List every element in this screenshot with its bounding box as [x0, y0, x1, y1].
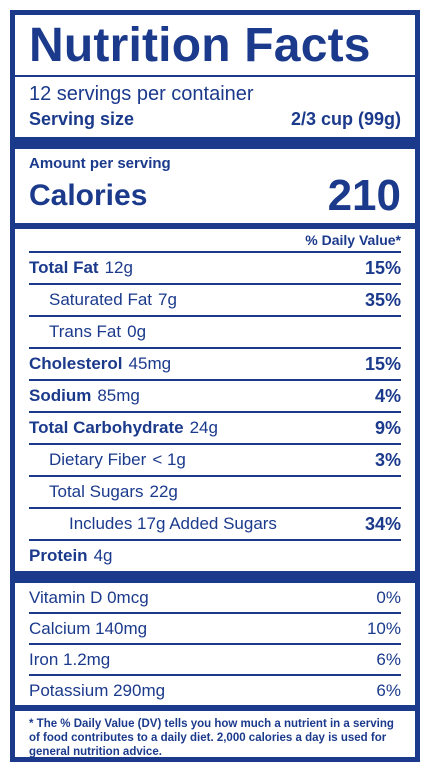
- nutrient-amount: 0g: [127, 322, 147, 341]
- label-title: Nutrition Facts: [29, 19, 371, 72]
- nutrient-row-protein: Protein 4g: [29, 539, 401, 571]
- nutrient-row-total-sugars: Total Sugars 22g: [29, 475, 401, 507]
- calories-value: 210: [327, 171, 401, 220]
- nutrient-amount: 4g: [93, 546, 113, 565]
- divider: [15, 75, 415, 77]
- daily-value-header: % Daily Value*: [305, 232, 401, 248]
- nutrient-dv: 15%: [364, 257, 401, 278]
- vitamin-row: Iron 1.2mg 6%: [29, 643, 401, 674]
- vitamin-list: Vitamin D 0mcg 0% Calcium 140mg 10% Iron…: [29, 583, 401, 705]
- nutrient-amount: < 1g: [152, 450, 186, 469]
- nutrient-dv: 9%: [374, 417, 401, 438]
- serving-size-row: Serving size 2/3 cup (99g): [29, 107, 401, 137]
- nutrient-name: Dietary Fiber: [49, 450, 147, 469]
- nutrient-name: Saturated Fat: [49, 290, 153, 309]
- nutrient-amount: 85mg: [97, 386, 140, 405]
- serving-size-label: Serving size: [29, 109, 135, 129]
- nutrient-name: Total Sugars: [49, 482, 144, 501]
- nutrition-label: Nutrition Facts 12 servings per containe…: [10, 10, 420, 762]
- nutrient-dv: 34%: [364, 513, 401, 534]
- thick-divider: [15, 571, 415, 583]
- nutrient-dv: 3%: [374, 449, 401, 470]
- vitamin-dv: 6%: [376, 649, 401, 669]
- vitamin-dv: 6%: [376, 680, 401, 700]
- nutrient-name: Sodium: [29, 386, 92, 405]
- nutrient-dv: 4%: [374, 385, 401, 406]
- calories-row: Calories 210: [29, 173, 401, 223]
- nutrient-row-cholesterol: Cholesterol 45mg 15%: [29, 347, 401, 379]
- vitamin-name: Iron 1.2mg: [29, 649, 111, 669]
- vitamin-row: Potassium 290mg 6%: [29, 674, 401, 705]
- nutrient-amount: 7g: [158, 290, 177, 309]
- nutrient-dv: 35%: [364, 289, 401, 310]
- nutrient-name: Cholesterol: [29, 354, 123, 373]
- nutrient-name: Protein: [29, 546, 88, 565]
- calories-label: Calories: [29, 179, 148, 212]
- nutrient-amount: 12g: [104, 258, 133, 277]
- nutrient-row-dietary-fiber: Dietary Fiber < 1g 3%: [29, 443, 401, 475]
- nutrient-row-total-fat: Total Fat 12g 15%: [29, 251, 401, 283]
- vitamin-name: Potassium 290mg: [29, 680, 166, 700]
- amount-per-serving: Amount per serving: [29, 155, 171, 172]
- nutrient-row-added-sugars: Includes 17g Added Sugars 34%: [29, 507, 401, 539]
- nutrient-amount: 22g: [149, 482, 178, 501]
- nutrient-dv: 15%: [364, 353, 401, 374]
- vitamin-row: Calcium 140mg 10%: [29, 612, 401, 643]
- vitamin-name: Vitamin D 0mcg: [29, 587, 149, 607]
- nutrient-name: Includes 17g Added Sugars: [69, 514, 277, 533]
- serving-size-value: 2/3 cup (99g): [290, 109, 401, 129]
- thick-divider: [15, 137, 415, 149]
- medium-divider: [15, 705, 415, 711]
- footnote: * The % Daily Value (DV) tells you how m…: [29, 718, 394, 758]
- nutrient-row-total-carbohydrate: Total Carbohydrate 24g 9%: [29, 411, 401, 443]
- nutrient-amount: 45mg: [128, 354, 172, 373]
- nutrient-row-trans-fat: Trans Fat 0g: [29, 315, 401, 347]
- vitamin-row: Vitamin D 0mcg 0%: [29, 583, 401, 612]
- nutrient-amount: 24g: [189, 418, 218, 437]
- nutrient-row-saturated-fat: Saturated Fat 7g 35%: [29, 283, 401, 315]
- vitamin-name: Calcium 140mg: [29, 618, 148, 638]
- nutrient-name: Trans Fat: [49, 322, 122, 341]
- nutrient-name: Total Fat: [29, 258, 99, 277]
- nutrient-name: Total Carbohydrate: [29, 418, 184, 437]
- servings-per-container: 12 servings per container: [29, 83, 254, 105]
- vitamin-dv: 0%: [376, 587, 401, 607]
- vitamin-dv: 10%: [366, 618, 401, 638]
- medium-divider: [15, 223, 415, 229]
- nutrient-row-sodium: Sodium 85mg 4%: [29, 379, 401, 411]
